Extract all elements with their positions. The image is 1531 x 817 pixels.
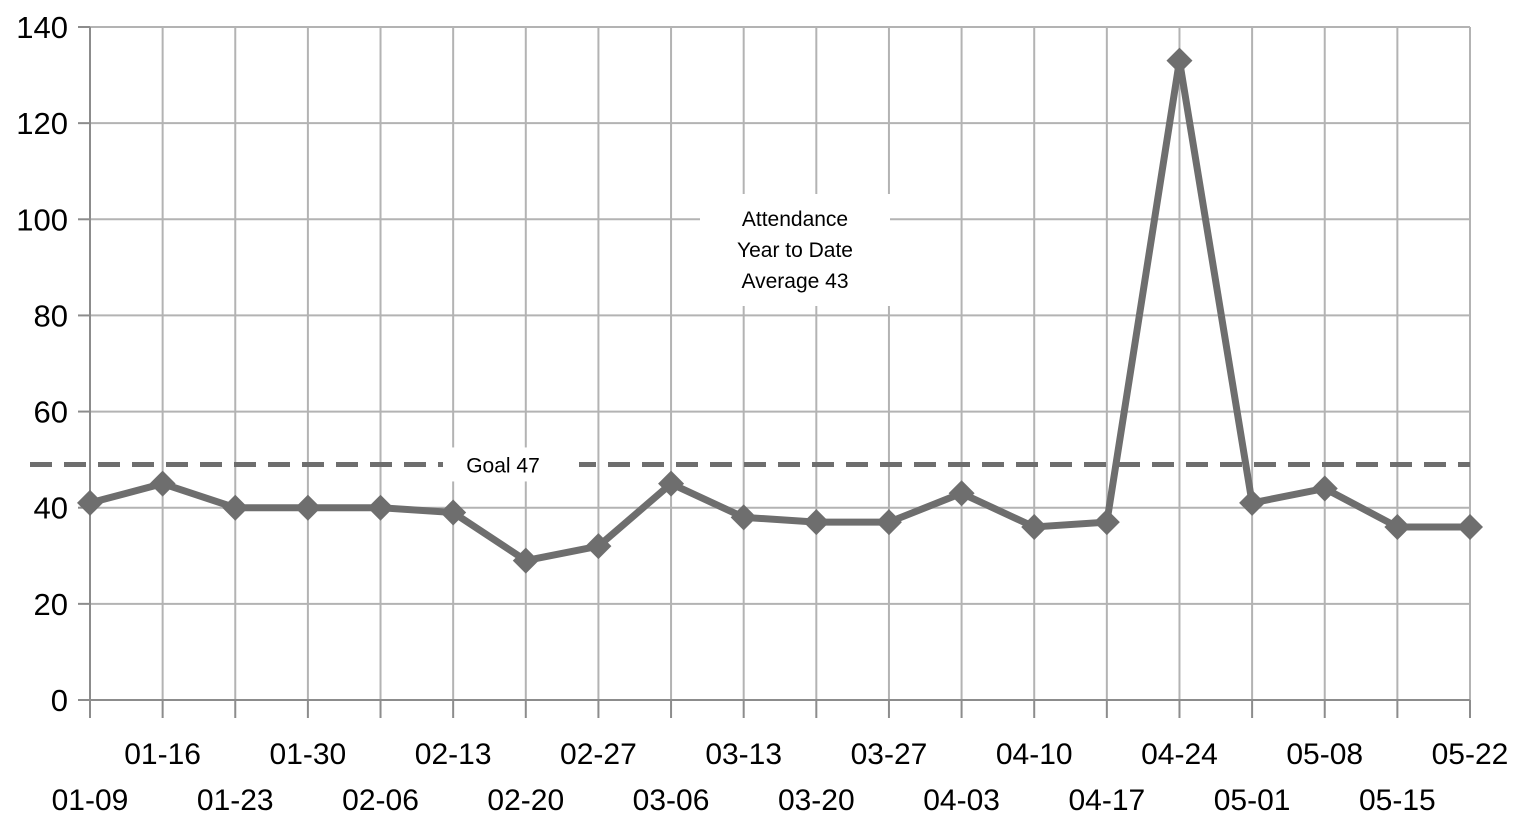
data-point-marker	[367, 494, 394, 521]
data-point-marker	[875, 509, 902, 536]
data-point-marker	[730, 504, 757, 531]
series-line	[89, 57, 1470, 565]
x-tick-label: 02-20	[487, 784, 564, 817]
axes	[78, 26, 1471, 718]
y-tick-label: 60	[34, 395, 68, 430]
data-point-marker	[77, 489, 103, 516]
y-tick-label: 80	[34, 298, 68, 333]
data-point-marker	[1457, 513, 1483, 540]
x-tick-label: 01-30	[270, 738, 347, 771]
x-tick-label: 02-27	[560, 738, 637, 771]
data-point-marker	[1384, 513, 1411, 540]
gridlines	[89, 26, 1471, 701]
annotation-line: Average 43	[741, 270, 848, 293]
x-axis-tick-labels: 01-09 01-16 01-23 01-30 02-06 02-13 02-20 02-27…	[52, 738, 1509, 817]
y-tick-label: 20	[34, 587, 68, 622]
x-tick-label: 02-13	[415, 738, 492, 771]
x-tick-label: 01-16	[124, 738, 201, 771]
data-point-marker	[803, 509, 830, 536]
data-point-marker	[512, 547, 539, 574]
data-point-marker	[948, 480, 975, 507]
data-point-marker	[1021, 513, 1048, 540]
data-point-marker	[658, 470, 685, 497]
x-tick-label: 03-27	[851, 738, 928, 771]
x-tick-label: 04-17	[1068, 784, 1145, 817]
x-tick-label: 03-13	[705, 738, 782, 771]
data-point-marker	[1093, 509, 1120, 536]
data-point-marker	[149, 470, 176, 497]
data-point-marker	[222, 494, 249, 521]
y-tick-label: 100	[16, 202, 68, 237]
annotation-line: Attendance	[742, 208, 848, 231]
y-tick-label: 140	[16, 10, 68, 45]
average-annotation: Attendance Year to Date Average 43	[700, 194, 890, 306]
x-tick-label: 05-08	[1286, 738, 1363, 771]
data-point-marker	[1311, 475, 1338, 502]
x-tick-label: 05-01	[1214, 784, 1291, 817]
x-tick-label: 04-03	[923, 784, 1000, 817]
x-tick-label: 03-06	[633, 784, 710, 817]
annotation-background	[700, 194, 890, 306]
goal-line-group: Goal 47	[30, 447, 1470, 482]
annotation-line: Year to Date	[737, 239, 853, 262]
data-point-marker	[294, 494, 321, 521]
x-tick-label: 05-22	[1432, 738, 1509, 771]
data-point-marker	[1239, 489, 1266, 516]
goal-label-background	[443, 447, 579, 482]
x-tick-label: 04-10	[996, 738, 1073, 771]
goal-label: Goal 47	[466, 454, 540, 477]
x-tick-label: 05-15	[1359, 784, 1436, 817]
x-tick-label: 03-20	[778, 784, 855, 817]
series-group	[77, 47, 1483, 574]
y-axis-tick-labels: 0 20 40 60 80 100 120 140	[16, 10, 68, 718]
x-tick-label: 01-23	[197, 784, 274, 817]
y-tick-label: 120	[16, 106, 68, 141]
x-tick-label: 02-06	[342, 784, 419, 817]
data-point-marker	[440, 499, 467, 526]
y-tick-label: 40	[34, 491, 68, 526]
y-tick-label: 0	[51, 683, 68, 718]
x-tick-label: 01-09	[52, 784, 129, 817]
data-point-marker	[1166, 47, 1193, 74]
x-tick-label: 04-24	[1141, 738, 1218, 771]
data-point-marker	[585, 533, 612, 560]
